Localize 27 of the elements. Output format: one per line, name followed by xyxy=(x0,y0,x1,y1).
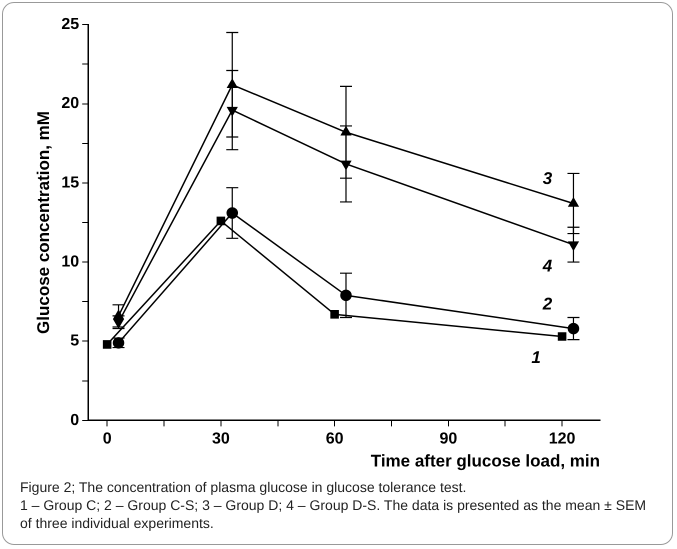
point xyxy=(340,290,352,302)
point xyxy=(558,332,566,341)
series-label: 2 xyxy=(542,294,553,314)
point xyxy=(340,160,352,170)
y-tick-label: 10 xyxy=(61,253,80,270)
x-tick-label: 90 xyxy=(439,430,458,448)
y-tick-label: 5 xyxy=(70,332,80,350)
series-label: 4 xyxy=(542,256,553,276)
x-axis-title: Time after glucose load, min xyxy=(370,451,600,470)
x-tick-label: 0 xyxy=(102,430,112,448)
x-tick-label: 30 xyxy=(212,430,230,448)
text: 1 – Group C; 2 – Group C-S; 3 – Group D; 4 – Group D-S. The data is presented as the mean ± SEM of three individual experiments. xyxy=(20,496,648,532)
point xyxy=(216,216,226,226)
point xyxy=(330,310,339,319)
point xyxy=(568,198,579,207)
series-label: 1 xyxy=(531,348,541,368)
y-tick-label: 20 xyxy=(61,95,80,112)
point xyxy=(102,340,112,349)
x-tick-label: 120 xyxy=(548,430,576,448)
y-axis-title: Glucose concentration, mM xyxy=(34,111,53,334)
x-tick-label: 60 xyxy=(326,430,344,448)
y-tick-label: 0 xyxy=(70,412,80,429)
point xyxy=(568,322,580,334)
series-label: 3 xyxy=(542,169,553,188)
y-tick-label: 15 xyxy=(61,174,80,192)
y-tick-label: 25 xyxy=(61,16,80,34)
caption: Figure 2; The concentration of plasma glucose in glucose tolerance test. xyxy=(20,478,468,496)
